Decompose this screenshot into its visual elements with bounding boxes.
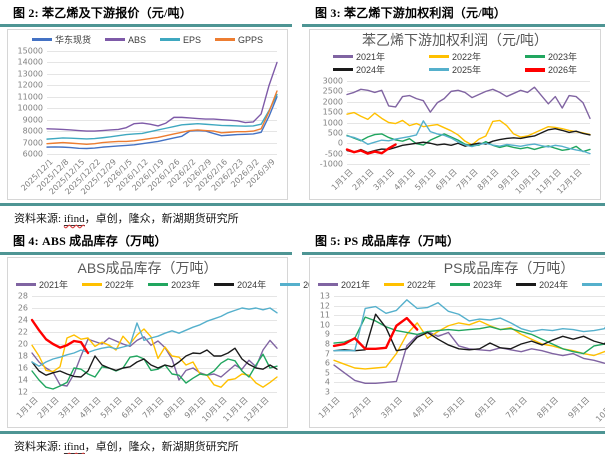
source-prefix: 资料来源: (14, 213, 64, 225)
legend-item: GPPS (215, 35, 263, 45)
legend-swatch (215, 38, 236, 41)
figure-5-title: 图 5: PS 成品库存（万吨） (315, 234, 460, 248)
teal-rule (0, 24, 292, 27)
legend-swatch (160, 38, 180, 41)
source-link-ifind[interactable]: ifind (63, 213, 85, 226)
legend-swatch (214, 283, 235, 286)
teal-rule (302, 252, 605, 255)
weighted-profit-legend: 2021年 2022年 2023年 2024年 2025年 2026年 (314, 49, 596, 77)
legend-item: ABS (104, 34, 146, 45)
legend-label: 2025年 (451, 65, 482, 75)
legend-swatch (525, 67, 546, 72)
teal-rule (0, 252, 292, 255)
legend-item: 2025年 (582, 278, 605, 291)
legend-label: 2024年 (355, 65, 385, 75)
legend-swatch (280, 283, 301, 286)
teal-rule (302, 24, 605, 27)
styrene-quotes-chart-canvas (12, 47, 283, 198)
legend-label: ABS (127, 34, 146, 45)
source-link-ifind[interactable]: ifind (63, 441, 85, 454)
legend-swatch (516, 283, 537, 286)
figure-3-title: 图 3: 苯乙烯下游加权利润（元/吨） (315, 6, 507, 20)
legend-item: 2023年 (148, 278, 200, 291)
chart-inner-title: PS成品库存（万吨） (443, 260, 575, 276)
figure-3-header-cell: 图 3: 苯乙烯下游加权利润（元/吨） (302, 0, 605, 27)
source-rest: ，卓创，隆众，新湖期货研究所 (84, 213, 239, 225)
weighted-profit-chart-panel: 苯乙烯下游加权利润（元/吨） 2021年 2022年 2023年 2024年 2025年… (309, 29, 601, 200)
legend-swatch (384, 283, 405, 286)
source-rest: ，卓创，隆众，新湖期货研究所 (84, 441, 239, 453)
legend-label: 2023年 (171, 280, 201, 290)
legend-label: 2022年 (451, 52, 482, 62)
figure-4-header-cell: 图 4: ABS 成品库存（万吨） (0, 228, 292, 255)
legend-swatch (525, 55, 546, 58)
teal-separator (0, 203, 605, 206)
legend-swatch (428, 68, 449, 71)
legend-item: 2022年 (82, 278, 134, 291)
header-row-top: 图 2: 苯乙烯及下游报价（元/吨） 图 3: 苯乙烯下游加权利润（元/吨） (0, 0, 605, 27)
legend-swatch (428, 55, 449, 58)
legend-item: EPS (160, 35, 201, 45)
legend-item: 2024年 (332, 63, 385, 76)
teal-separator (0, 431, 605, 434)
legend-item: 2023年 (450, 278, 502, 291)
legend-label: 2021年 (341, 280, 371, 290)
legend-label: 2026年 (548, 65, 578, 75)
figure-2-title: 图 2: 苯乙烯及下游报价（元/吨） (13, 6, 192, 20)
ps-inventory-chart-canvas (314, 292, 605, 426)
legend-item: 2025年 (428, 63, 482, 76)
legend-item: 2024年 (516, 278, 568, 291)
legend-swatch (148, 283, 169, 286)
source-line-bottom: 资料来源: ifind，卓创，隆众，新湖期货研究所 (14, 438, 605, 454)
source-prefix: 资料来源: (14, 441, 64, 453)
chart-row-top: 华东现货 ABS EPS GPPS 苯乙烯下游加权利润（元/吨） 2021年 2022年… (0, 27, 605, 202)
legend-label: 2023年 (473, 280, 503, 290)
figure-4-title: 图 4: ABS 成品库存（万吨） (13, 234, 167, 248)
legend-label: 2023年 (548, 52, 578, 62)
legend-item: 2021年 (332, 50, 385, 63)
legend-label: 2022年 (407, 280, 437, 290)
source-line-top: 资料来源: ifind，卓创，隆众，新湖期货研究所 (14, 210, 605, 226)
legend-swatch (16, 283, 36, 286)
styrene-quotes-chart-panel: 华东现货 ABS EPS GPPS (7, 29, 288, 200)
abs-inventory-chart-canvas (12, 292, 283, 426)
legend-swatch (31, 38, 52, 41)
legend-label: 2024年 (237, 280, 267, 290)
legend-swatch (332, 68, 353, 71)
legend-item: 2026年 (525, 63, 577, 76)
legend-label: 华东现货 (54, 35, 91, 45)
legend-swatch (332, 55, 353, 58)
legend-item: 2022年 (428, 50, 482, 63)
chart-inner-title: 苯乙烯下游加权利润（元/吨） (362, 32, 548, 48)
figure-2-header-cell: 图 2: 苯乙烯及下游报价（元/吨） (0, 0, 292, 27)
legend-label: 2024年 (539, 280, 569, 290)
legend-swatch (450, 283, 471, 286)
header-row-bottom: 图 4: ABS 成品库存（万吨） 图 5: PS 成品库存（万吨） (0, 228, 605, 255)
figure-5-header-cell: 图 5: PS 成品库存（万吨） (302, 228, 605, 255)
legend-item: 2021年 (16, 278, 68, 291)
legend-label: 2022年 (105, 280, 135, 290)
legend-item: 2023年 (525, 50, 577, 63)
chart-inner-title: ABS成品库存（万吨） (77, 260, 218, 276)
legend-item: 华东现货 (31, 33, 91, 46)
legend-swatch (104, 38, 125, 41)
legend-label: GPPS (238, 34, 264, 45)
ps-inventory-chart-panel: PS成品库存（万吨） 2021年2022年2023年2024年2025年2026… (309, 257, 605, 428)
weighted-profit-chart-canvas (314, 77, 596, 198)
abs-inventory-chart-panel: ABS成品库存（万吨） 2021年2022年2023年2024年2025年202… (7, 257, 398, 428)
styrene-quotes-legend: 华东现货 ABS EPS GPPS (12, 32, 283, 47)
legend-swatch (582, 283, 603, 286)
legend-label: 2021年 (39, 280, 69, 290)
legend-item: 2021年 (318, 278, 370, 291)
legend-label: EPS (183, 34, 202, 45)
legend-label: 2021年 (355, 52, 385, 62)
legend-item: 2022年 (384, 278, 436, 291)
legend-item: 2024年 (214, 278, 266, 291)
legend-swatch (318, 283, 338, 286)
legend-swatch (82, 283, 103, 286)
chart-row-bottom: ABS成品库存（万吨） 2021年 2022年 2023年 2024年 2025年 202… (0, 255, 605, 430)
